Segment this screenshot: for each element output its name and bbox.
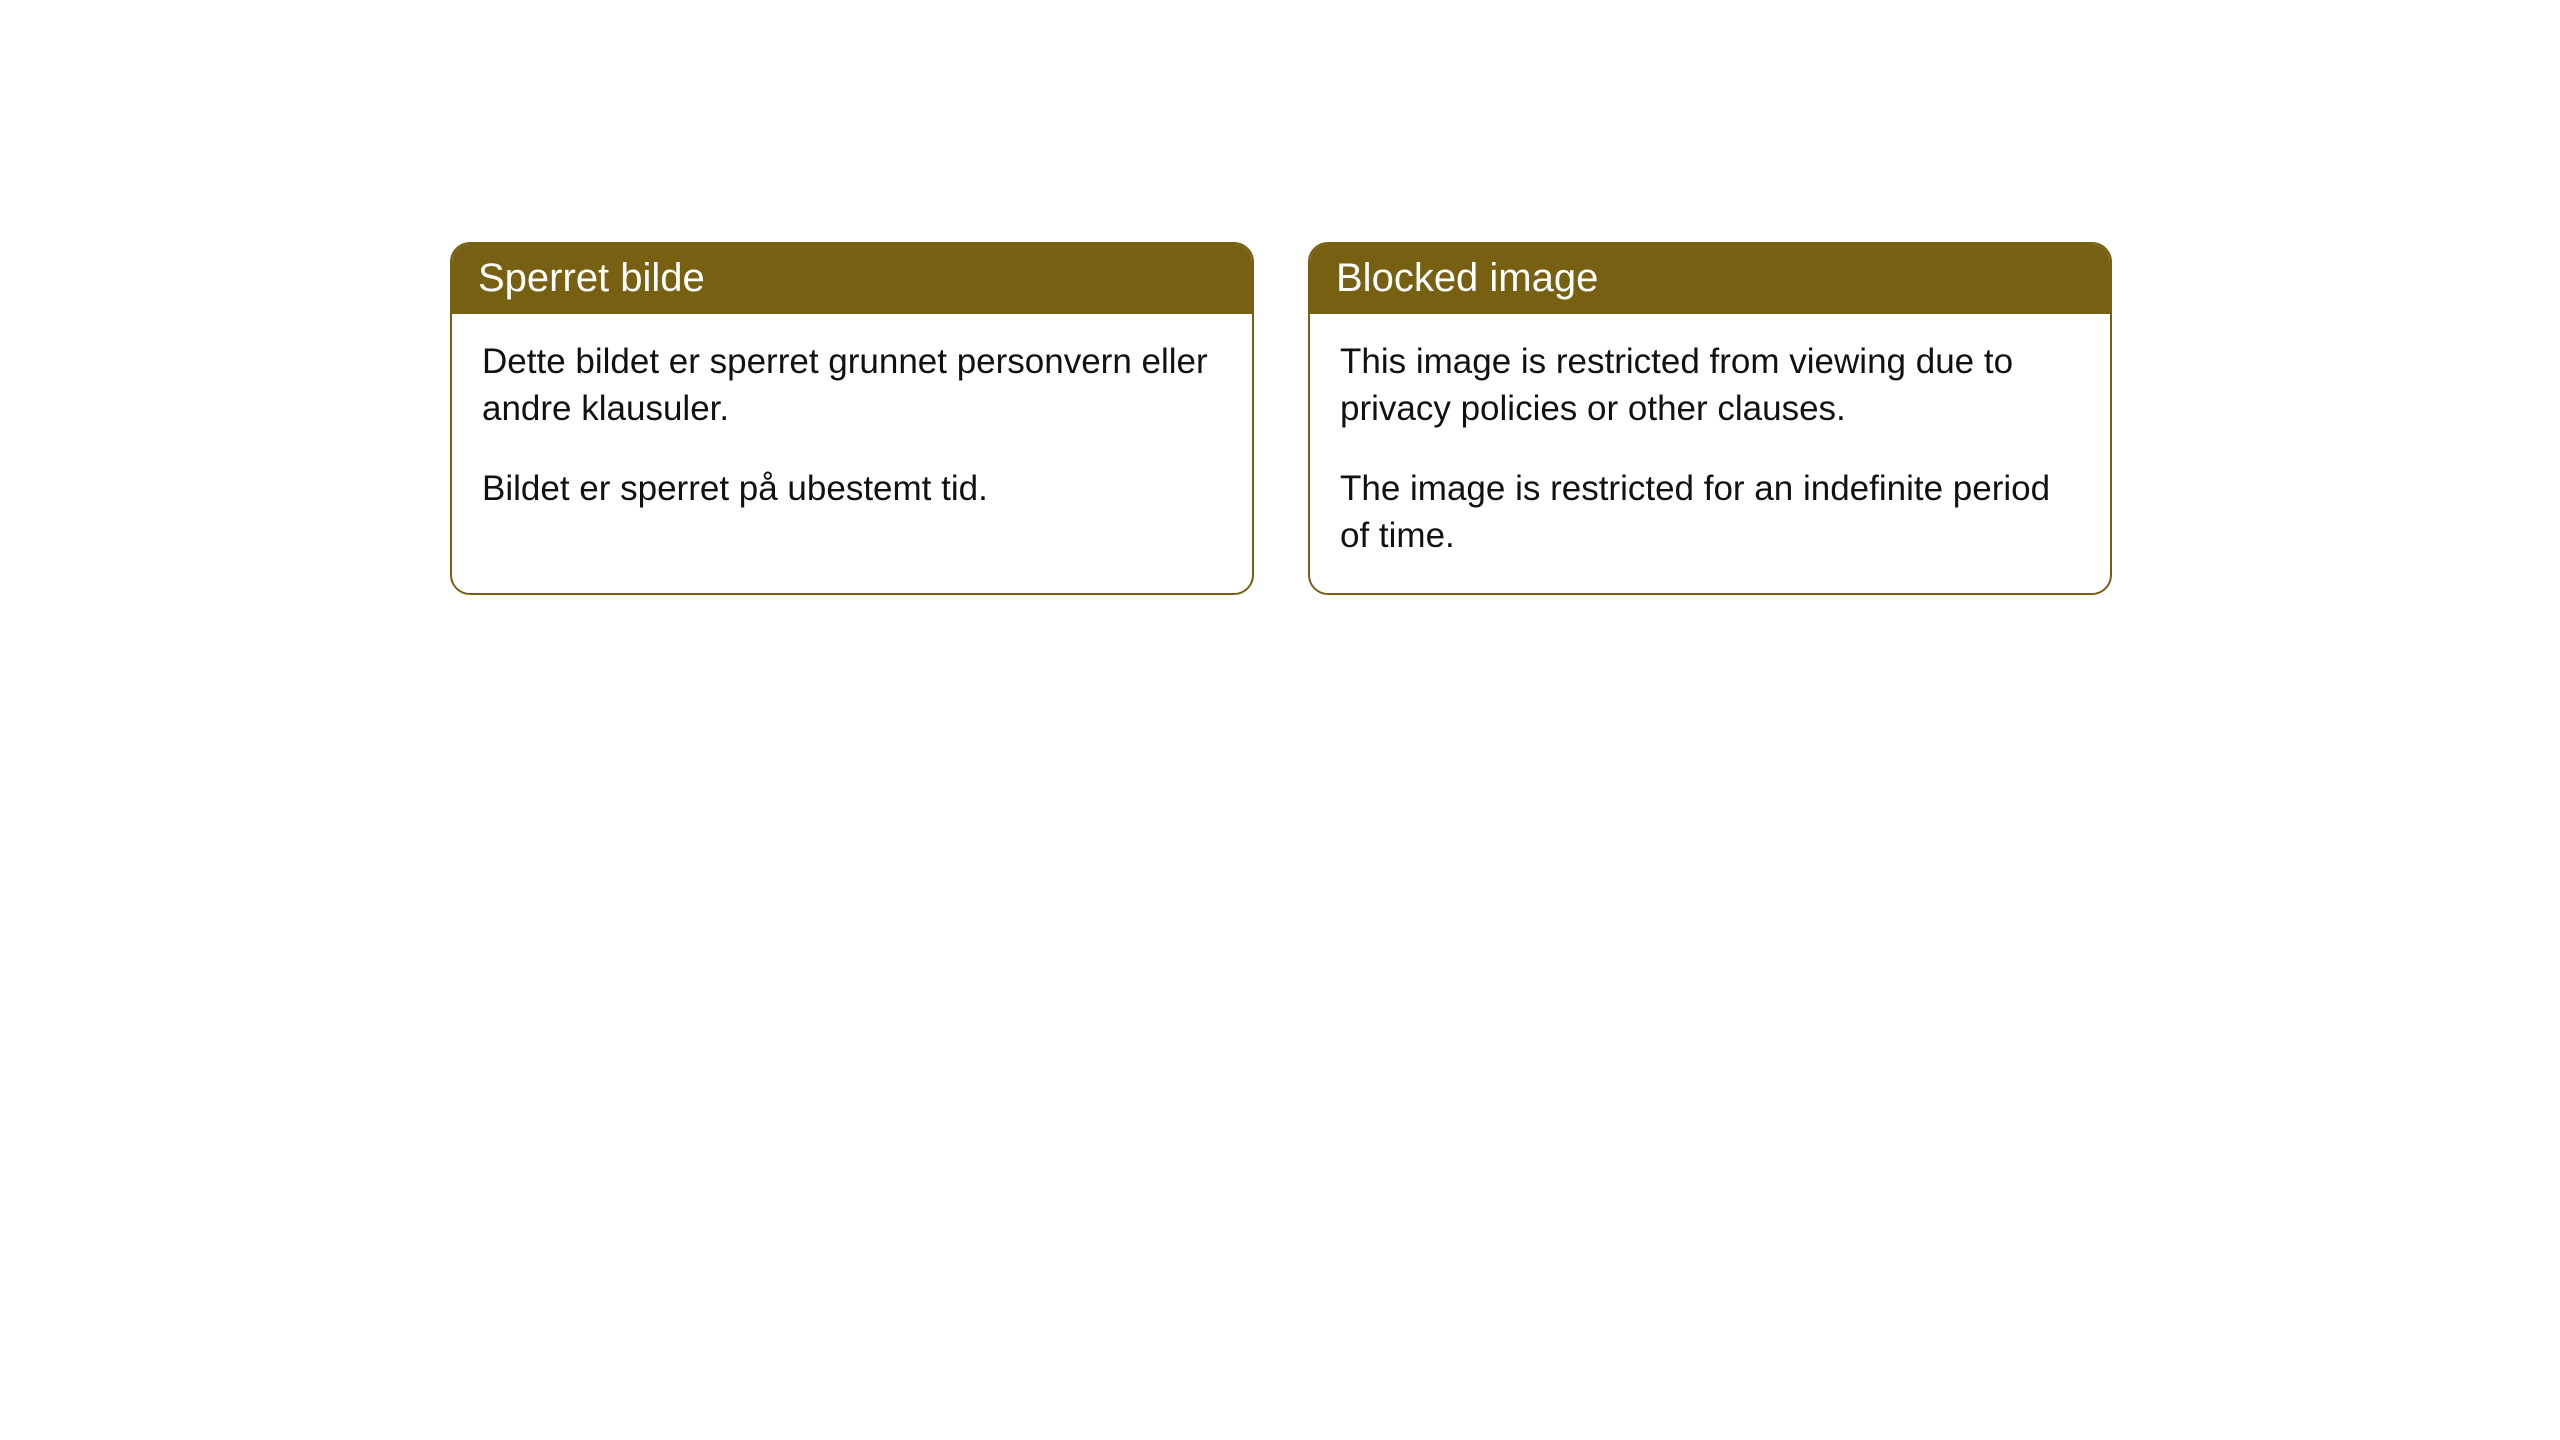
blocked-image-card-en: Blocked image This image is restricted f… [1308,242,2112,595]
card-body-en: This image is restricted from viewing du… [1310,314,2110,593]
card-body-no: Dette bildet er sperret grunnet personve… [452,314,1252,546]
notice-paragraph: Bildet er sperret på ubestemt tid. [482,465,1222,512]
blocked-image-card-no: Sperret bilde Dette bildet er sperret gr… [450,242,1254,595]
card-header-no: Sperret bilde [452,244,1252,314]
notice-container: Sperret bilde Dette bildet er sperret gr… [0,0,2560,595]
notice-paragraph: This image is restricted from viewing du… [1340,338,2080,433]
notice-paragraph: Dette bildet er sperret grunnet personve… [482,338,1222,433]
card-header-en: Blocked image [1310,244,2110,314]
notice-paragraph: The image is restricted for an indefinit… [1340,465,2080,560]
